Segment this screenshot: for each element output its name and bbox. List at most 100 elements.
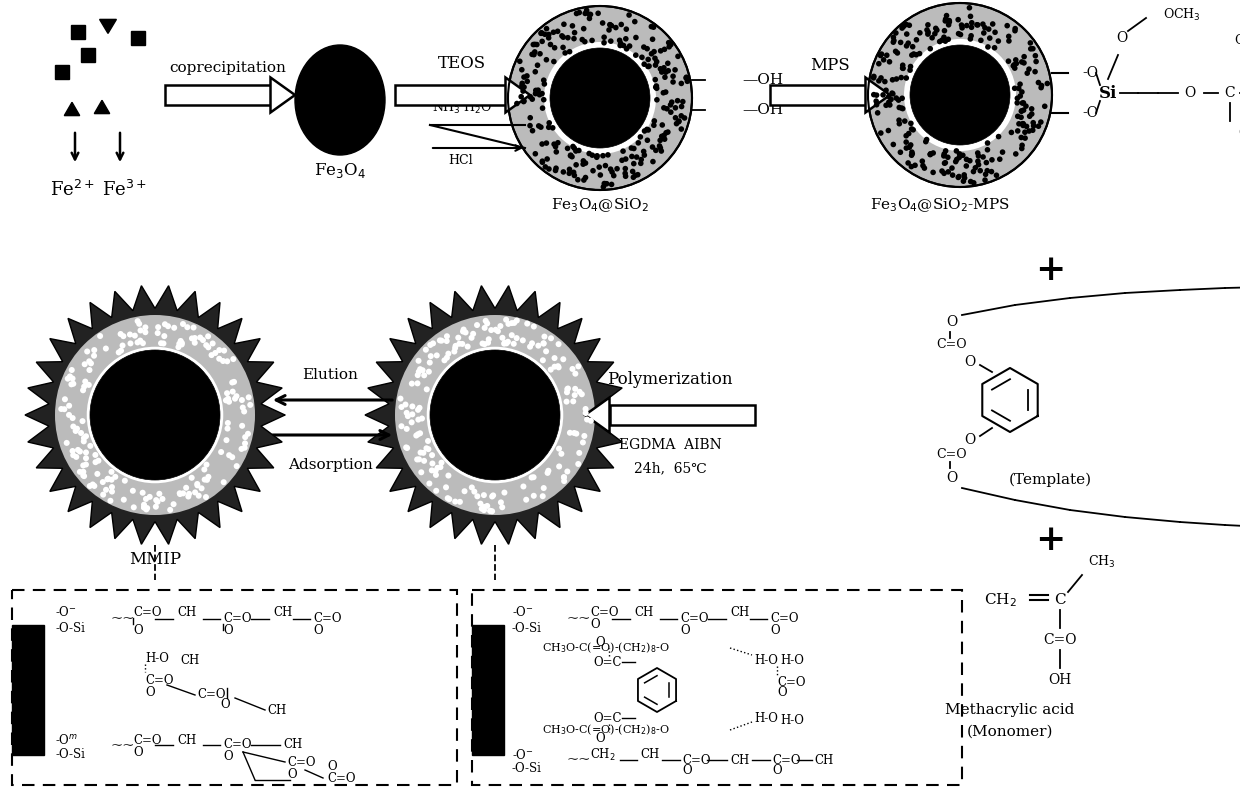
Circle shape [890,40,897,45]
Circle shape [584,7,589,13]
Circle shape [511,320,517,326]
Circle shape [77,449,83,454]
Circle shape [930,169,936,175]
Circle shape [1035,123,1042,129]
Circle shape [1014,100,1021,106]
Circle shape [889,90,895,96]
Circle shape [924,136,930,142]
Circle shape [1014,95,1021,101]
Circle shape [414,457,420,462]
Circle shape [463,329,469,336]
Circle shape [485,340,491,345]
Circle shape [546,35,552,40]
Circle shape [1024,123,1029,129]
Circle shape [521,88,526,94]
Text: OCH$_3$: OCH$_3$ [1163,7,1200,23]
Circle shape [952,159,959,165]
Text: O: O [327,759,336,772]
Circle shape [977,168,983,174]
Circle shape [676,119,682,123]
Text: O: O [223,624,233,637]
Circle shape [469,335,475,341]
Circle shape [942,16,949,22]
Circle shape [945,154,951,160]
Circle shape [616,37,622,43]
Circle shape [532,49,538,55]
Circle shape [909,126,914,132]
Circle shape [897,105,901,111]
Circle shape [198,485,205,491]
Circle shape [425,438,432,444]
Circle shape [226,452,232,458]
Circle shape [971,169,976,174]
Circle shape [661,90,666,95]
Circle shape [908,120,914,126]
Circle shape [87,347,223,483]
Circle shape [583,175,588,180]
Circle shape [186,491,192,497]
Circle shape [130,487,136,494]
Circle shape [81,473,87,479]
Text: CH: CH [283,738,303,751]
Circle shape [641,148,646,154]
Circle shape [242,434,248,440]
Circle shape [155,330,161,336]
Circle shape [1021,121,1025,127]
Circle shape [477,500,484,507]
Circle shape [1035,80,1042,86]
Circle shape [92,483,98,489]
Circle shape [83,462,89,467]
Circle shape [247,402,253,408]
Circle shape [584,416,590,423]
Circle shape [583,410,589,416]
Circle shape [201,466,207,473]
Circle shape [988,169,994,174]
Circle shape [624,46,630,52]
Circle shape [939,168,945,174]
Circle shape [1018,115,1024,120]
Circle shape [503,341,510,346]
Circle shape [531,42,536,48]
Text: CH: CH [730,754,749,767]
Text: Fe$^{3+}$: Fe$^{3+}$ [103,180,148,200]
Circle shape [914,52,919,57]
Circle shape [549,125,556,131]
Circle shape [662,74,668,80]
Circle shape [932,26,939,31]
Circle shape [177,338,184,344]
Circle shape [1029,106,1034,111]
Circle shape [608,22,613,27]
Circle shape [968,179,973,184]
Circle shape [93,459,98,465]
Circle shape [539,158,546,164]
Circle shape [552,364,558,370]
Circle shape [135,318,140,324]
Circle shape [404,410,409,416]
Circle shape [418,470,424,475]
Circle shape [484,503,490,509]
Circle shape [878,130,884,136]
Circle shape [997,157,1003,162]
Circle shape [565,35,570,40]
Circle shape [443,484,449,491]
Circle shape [605,152,611,157]
Text: coprecipitation: coprecipitation [170,61,286,75]
Circle shape [661,65,667,70]
Circle shape [904,133,909,139]
Circle shape [632,52,639,58]
Circle shape [528,475,534,480]
Circle shape [1023,103,1029,109]
Circle shape [537,92,542,98]
Circle shape [1012,28,1018,34]
Circle shape [609,182,614,187]
Circle shape [161,333,167,339]
Circle shape [501,490,507,495]
Circle shape [444,355,450,361]
Circle shape [55,315,255,515]
Circle shape [481,507,487,513]
Circle shape [1012,62,1017,68]
Circle shape [414,380,420,387]
Circle shape [68,382,74,387]
Circle shape [92,347,97,353]
Circle shape [606,27,611,33]
